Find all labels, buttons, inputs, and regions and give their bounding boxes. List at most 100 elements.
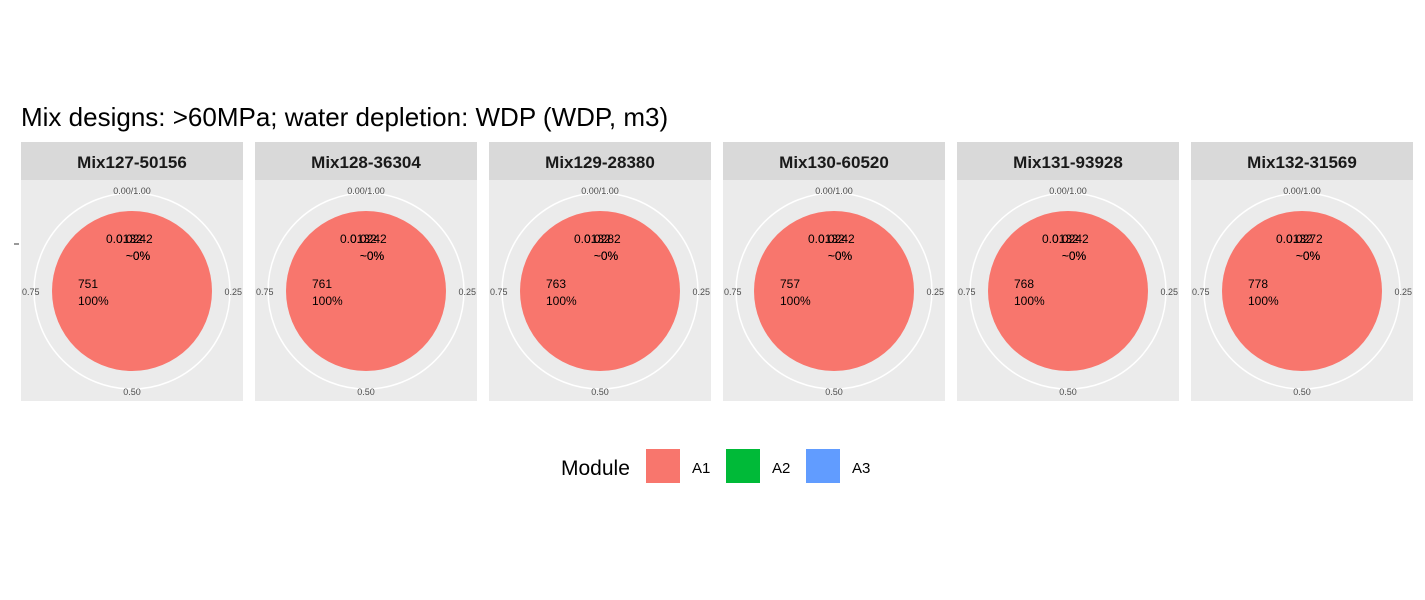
slice-label: 0.0242: [116, 232, 153, 246]
slice-label: 100%: [780, 294, 811, 308]
theta-tick-label: 0.25: [926, 287, 944, 297]
legend-key: [646, 449, 680, 483]
facet-panel: Mix129-28380 0.00/1.00 0.25 0.50 0.75 763 100%…: [489, 142, 711, 401]
slice-label: ~0%: [360, 249, 385, 263]
slice-label: 0.0242: [818, 232, 855, 246]
facet-panel: Mix131-93928 0.00/1.00 0.25 0.50 0.75 768 100%…: [957, 142, 1179, 401]
facet-strip: [489, 142, 711, 180]
slice-label: 768: [1014, 277, 1034, 291]
facet-panel: Mix132-31569 0.00/1.00 0.25 0.50 0.75 778 100%…: [1191, 142, 1413, 401]
facet-strip: [255, 142, 477, 180]
legend-label: A3: [852, 460, 870, 477]
slice-label: 0.0242: [1052, 232, 1089, 246]
theta-tick-label: 0.50: [825, 387, 843, 397]
slice-label: ~0%: [594, 249, 619, 263]
pie-slice: [754, 211, 914, 371]
facet-strip-label: Mix130-60520: [779, 153, 889, 172]
legend-key: [726, 449, 760, 483]
theta-gridline: [735, 192, 933, 390]
facet-strip: [723, 142, 945, 180]
slice-label: 751: [78, 277, 98, 291]
theta-gridline: [969, 192, 1167, 390]
slice-label: 763: [546, 277, 566, 291]
slice-label: ~0%: [828, 249, 853, 263]
facet-strip: [21, 142, 243, 180]
slice-label: 761: [312, 277, 332, 291]
facet-strip-label: Mix129-28380: [545, 153, 655, 172]
facet-strip-label: Mix127-50156: [77, 153, 187, 172]
slice-label: ~0%: [828, 249, 853, 263]
theta-tick-label: 0.00/1.00: [1283, 186, 1321, 196]
theta-tick-label: 0.75: [1192, 287, 1210, 297]
pie-slice: [520, 211, 680, 371]
theta-tick-label: 0.00/1.00: [1049, 186, 1087, 196]
theta-tick-label: 0.00/1.00: [113, 186, 151, 196]
facet-panel: Mix128-36304 0.00/1.00 0.25 0.50 0.75 761 100%…: [255, 142, 477, 401]
slice-label: 0.0132: [808, 232, 845, 246]
chart-title: Mix designs: >60MPa; water depletion: WD…: [21, 102, 668, 132]
theta-tick-label: 0.75: [490, 287, 508, 297]
theta-tick-label: 0.25: [224, 287, 242, 297]
slice-label: ~0%: [1296, 249, 1321, 263]
slice-label: ~0%: [1062, 249, 1087, 263]
theta-tick-label: 0.75: [724, 287, 742, 297]
pie-slice: [286, 211, 446, 371]
facet-strip: [1191, 142, 1413, 180]
pie-slice: [52, 211, 212, 371]
theta-tick-label: 0.25: [1394, 287, 1412, 297]
theta-tick-label: 0.50: [591, 387, 609, 397]
legend-key: [806, 449, 840, 483]
facet-panels: Mix127-50156 0.00/1.00 0.25 0.50 0.75 751 100%…: [21, 142, 1413, 401]
slice-label: ~0%: [1296, 249, 1321, 263]
slice-label: 100%: [546, 294, 577, 308]
slice-label: ~0%: [126, 249, 151, 263]
theta-tick-label: 0.00/1.00: [815, 186, 853, 196]
theta-tick-label: 0.25: [1160, 287, 1178, 297]
legend-label: A1: [692, 460, 710, 477]
facet-strip-label: Mix131-93928: [1013, 153, 1123, 172]
slice-label: 0.0282: [584, 232, 621, 246]
theta-gridline: [1203, 192, 1401, 390]
slice-label: 0.0132: [1042, 232, 1079, 246]
pie-slice: [988, 211, 1148, 371]
slice-label: 0.0272: [1286, 232, 1323, 246]
slice-label: ~0%: [360, 249, 385, 263]
theta-gridline: [267, 192, 465, 390]
theta-gridline: [33, 192, 231, 390]
slice-label: 100%: [312, 294, 343, 308]
legend-label: A2: [772, 460, 790, 477]
facet-panel: Mix127-50156 0.00/1.00 0.25 0.50 0.75 751 100%…: [21, 142, 243, 401]
legend: Module A1 A2 A3: [561, 449, 870, 483]
facet-strip: [957, 142, 1179, 180]
slice-label: 0.0132: [574, 232, 611, 246]
theta-tick-label: 0.00/1.00: [347, 186, 385, 196]
theta-tick-label: 0.50: [123, 387, 141, 397]
slice-label: 778: [1248, 277, 1268, 291]
slice-label: 0.0132: [106, 232, 143, 246]
theta-tick-label: 0.75: [256, 287, 274, 297]
slice-label: ~0%: [594, 249, 619, 263]
slice-label: 757: [780, 277, 800, 291]
slice-label: 0.0242: [350, 232, 387, 246]
slice-label: 0.0132: [1276, 232, 1313, 246]
slice-label: 100%: [1248, 294, 1279, 308]
slice-label: 0.0132: [340, 232, 377, 246]
theta-tick-label: 0.50: [1059, 387, 1077, 397]
slice-label: 100%: [78, 294, 109, 308]
facet-panel: Mix130-60520 0.00/1.00 0.25 0.50 0.75 757 100%…: [723, 142, 945, 401]
theta-tick-label: 0.50: [357, 387, 375, 397]
theta-tick-label: 0.75: [958, 287, 976, 297]
slice-label: 100%: [1014, 294, 1045, 308]
facet-strip-label: Mix128-36304: [311, 153, 421, 172]
theta-tick-label: 0.75: [22, 287, 40, 297]
theta-tick-label: 0.00/1.00: [581, 186, 619, 196]
slice-label: ~0%: [126, 249, 151, 263]
theta-gridline: [501, 192, 699, 390]
theta-tick-label: 0.50: [1293, 387, 1311, 397]
slice-label: ~0%: [1062, 249, 1087, 263]
facet-strip-label: Mix132-31569: [1247, 153, 1357, 172]
legend-title: Module: [561, 457, 630, 480]
theta-tick-label: 0.25: [458, 287, 476, 297]
theta-tick-label: 0.25: [692, 287, 710, 297]
